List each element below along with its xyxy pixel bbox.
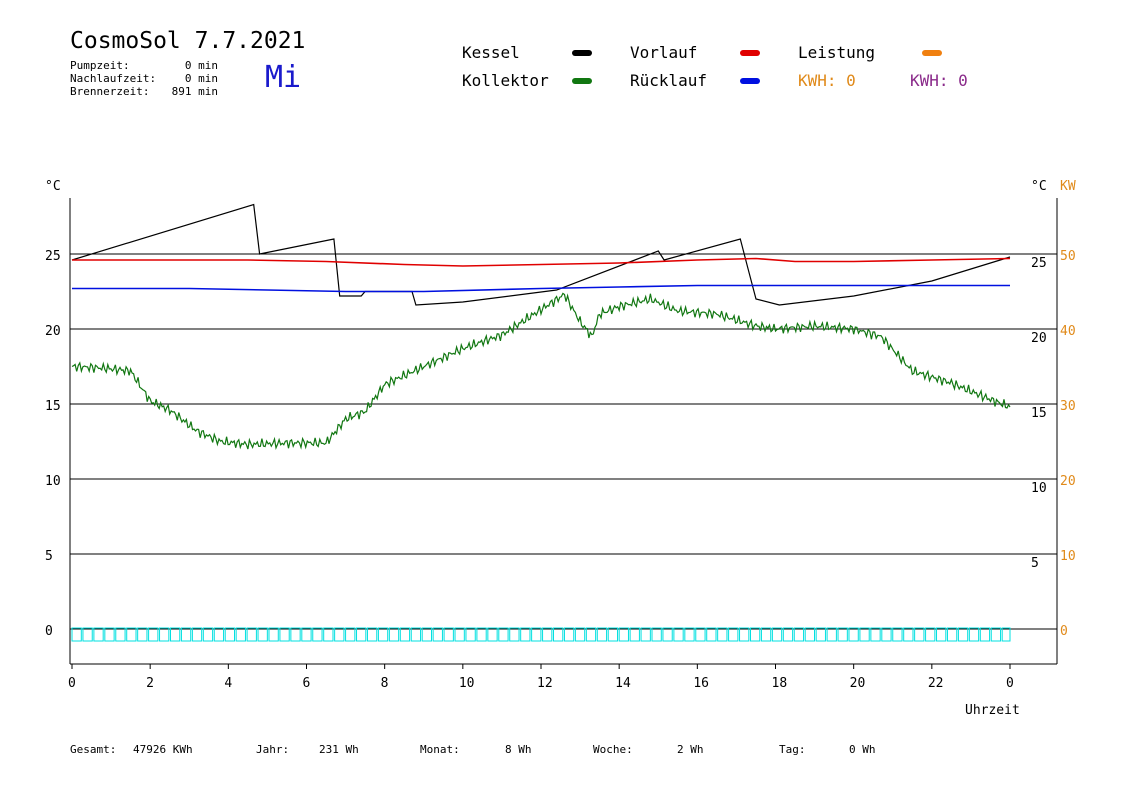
legend-kessel-label: Kessel xyxy=(462,43,520,62)
chart-grid xyxy=(70,253,1057,630)
footer-monat-label: Monat: xyxy=(420,743,460,756)
y-tick-left: 10 xyxy=(45,474,61,489)
legend-ruecklauf-label: Rücklauf xyxy=(630,71,708,90)
series-line-vorlauf xyxy=(72,257,1011,267)
stat-brennerzeit-label: Brennerzeit: xyxy=(70,85,150,98)
y-tick-left: 25 xyxy=(45,249,61,264)
x-tick: 22 xyxy=(928,676,944,691)
stat-pumpzeit-value: 0 min xyxy=(184,59,218,72)
y-unit-right: °C xyxy=(1031,179,1047,194)
footer-monat-value: 8 Wh xyxy=(505,743,532,756)
x-tick: 20 xyxy=(850,676,866,691)
legend-kollektor-swatch xyxy=(572,78,592,84)
x-tick: 0 xyxy=(68,676,76,691)
y-tick-power: 30 xyxy=(1060,399,1076,414)
chart-series xyxy=(71,203,1011,642)
y-tick-right: 15 xyxy=(1031,406,1047,421)
legend-kollektor-label: Kollektor xyxy=(462,71,549,90)
y-tick-left: 15 xyxy=(45,399,61,414)
y-tick-power: 0 xyxy=(1060,624,1068,639)
stat-nachlaufzeit-value: 0 min xyxy=(184,72,218,85)
legend-kessel-swatch xyxy=(572,50,592,56)
chart-axes xyxy=(69,198,1058,669)
y-unit-power: KW xyxy=(1060,179,1076,194)
legend-leistung-swatch xyxy=(922,50,942,56)
x-tick: 6 xyxy=(303,676,311,691)
y-tick-right: 25 xyxy=(1031,256,1047,271)
y-tick-right: 10 xyxy=(1031,481,1047,496)
x-axis-label: Uhrzeit xyxy=(965,703,1020,718)
y-tick-power: 40 xyxy=(1060,324,1076,339)
legend-ruecklauf-swatch xyxy=(740,78,760,84)
app-title: CosmoSol 7.7.2021 xyxy=(70,28,306,54)
legend-vorlauf-label: Vorlauf xyxy=(630,43,698,62)
chart-labels: 0 5 10 15 20 25 °C 5 10 15 20 25 °C 0 10 20 30 40 50 KW 0 2 4 6… xyxy=(45,179,1076,718)
stat-nachlaufzeit-label: Nachlaufzeit: xyxy=(70,72,157,85)
series-line-ruecklauf xyxy=(72,284,1010,293)
y-tick-power: 10 xyxy=(1060,549,1076,564)
x-tick: 10 xyxy=(459,676,475,691)
x-tick: 4 xyxy=(224,676,232,691)
footer-jahr-label: Jahr: xyxy=(256,743,290,756)
footer-woche-label: Woche: xyxy=(593,743,633,756)
y-tick-left: 20 xyxy=(45,324,61,339)
x-tick: 16 xyxy=(693,676,709,691)
y-tick-right: 5 xyxy=(1031,556,1039,571)
y-tick-power: 20 xyxy=(1060,474,1076,489)
footer-gesamt-label: Gesamt: xyxy=(70,743,117,756)
weekday-label: Mi xyxy=(265,60,302,95)
footer-woche-value: 2 Wh xyxy=(677,743,704,756)
y-unit-left: °C xyxy=(45,179,61,194)
legend-vorlauf-swatch xyxy=(740,50,760,56)
x-tick: 8 xyxy=(381,676,389,691)
x-tick: 18 xyxy=(772,676,788,691)
series-line-kollektor xyxy=(71,292,1011,451)
x-tick: 0 xyxy=(1006,676,1014,691)
x-tick: 12 xyxy=(537,676,553,691)
footer-tag-value: 0 Wh xyxy=(849,743,876,756)
footer-gesamt-value: 47926 KWh xyxy=(133,743,193,756)
series-line-kessel xyxy=(71,203,1011,306)
y-tick-left: 5 xyxy=(45,549,53,564)
y-tick-left: 0 xyxy=(45,624,53,639)
legend-kwh-2: KWH: 0 xyxy=(910,71,968,90)
stat-pumpzeit-label: Pumpzeit: xyxy=(70,59,130,72)
legend-kwh-1: KWH: 0 xyxy=(798,71,856,90)
x-tick: 2 xyxy=(146,676,154,691)
footer-tag-label: Tag: xyxy=(779,743,806,756)
series-line-leistung xyxy=(71,627,1011,642)
x-tick: 14 xyxy=(615,676,631,691)
y-tick-right: 20 xyxy=(1031,331,1047,346)
y-tick-power: 50 xyxy=(1060,249,1076,264)
legend-leistung-label: Leistung xyxy=(798,43,876,62)
stat-brennerzeit-value: 891 min xyxy=(171,85,218,98)
footer-jahr-value: 231 Wh xyxy=(319,743,359,756)
